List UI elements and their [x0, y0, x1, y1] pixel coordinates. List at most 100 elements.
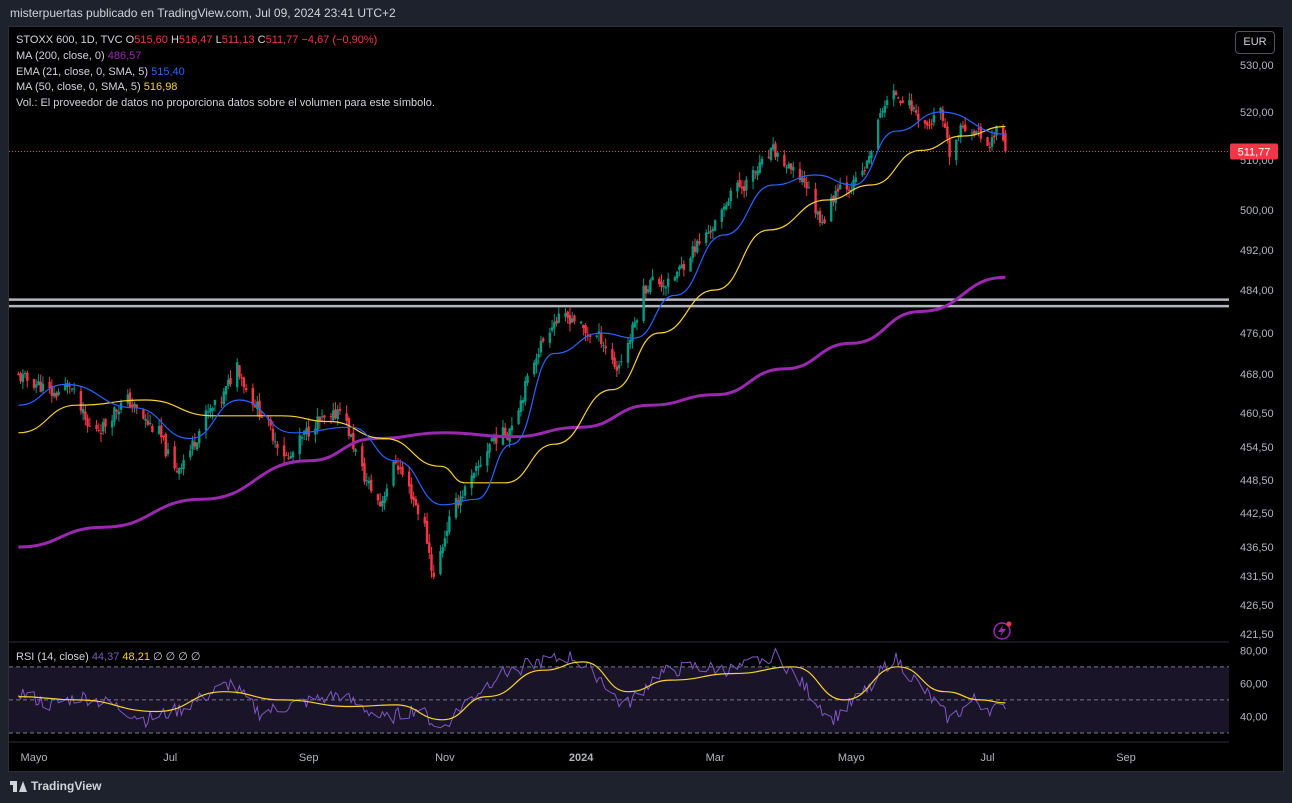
- time-tick-label: 2024: [569, 752, 594, 764]
- candle-body: [305, 428, 308, 434]
- candle-body: [698, 241, 701, 244]
- candle-body: [126, 394, 129, 404]
- candle-body: [48, 381, 51, 389]
- candle-body: [97, 429, 100, 431]
- candle-body: [727, 201, 730, 206]
- candle-body: [555, 320, 558, 324]
- candle-body: [776, 152, 779, 157]
- candle-body: [32, 379, 36, 388]
- candle-body: [381, 500, 384, 507]
- candle-body: [135, 404, 138, 408]
- candle-body: [579, 321, 583, 324]
- last-price-badge: [1230, 143, 1278, 160]
- candle-body: [151, 425, 154, 432]
- price-tick-label: 500,00: [1240, 205, 1274, 217]
- symbol-label: STOXX 600, 1D, TVC: [16, 34, 123, 46]
- candle-body: [378, 501, 382, 507]
- candle-body: [662, 285, 665, 288]
- candle-body: [783, 154, 786, 167]
- candle-body: [626, 342, 630, 363]
- candle-body: [881, 110, 884, 113]
- candle-body: [789, 163, 793, 170]
- candle-body: [946, 126, 949, 139]
- candle-body: [173, 446, 176, 469]
- high-value: 516,47: [178, 34, 213, 46]
- candle-body: [193, 442, 196, 447]
- candle-body: [189, 450, 192, 458]
- candle-body: [526, 375, 529, 383]
- candle-body: [586, 334, 590, 336]
- candle-body: [914, 110, 918, 113]
- candle-body: [102, 422, 105, 432]
- candle-body: [133, 403, 136, 407]
- candle-body: [383, 496, 386, 504]
- candle-body: [50, 385, 54, 396]
- ma200-row[interactable]: MA (200, close, 0) 486,57: [16, 49, 435, 65]
- candle-body: [17, 374, 20, 376]
- candle-body: [939, 107, 942, 113]
- open-value: 515,60: [134, 34, 168, 46]
- candle-body: [885, 100, 889, 106]
- candle-body: [486, 451, 489, 466]
- candle-body: [253, 404, 257, 408]
- candle-body: [269, 419, 272, 426]
- candle-body: [675, 271, 679, 279]
- candle-body: [26, 372, 29, 381]
- candle-body: [769, 147, 773, 161]
- candle-body: [863, 169, 866, 171]
- candle-body: [635, 320, 639, 323]
- candle-body: [289, 455, 293, 459]
- candle-body: [756, 170, 759, 176]
- candle-body: [785, 167, 788, 169]
- candle-body: [298, 435, 301, 455]
- lightning-icon-ring: [993, 622, 1011, 640]
- ema21-value: 515,40: [151, 65, 185, 78]
- low-label: L: [215, 34, 222, 46]
- candle-body: [541, 338, 545, 342]
- candle-body: [117, 411, 121, 415]
- symbol-row[interactable]: STOXX 600, 1D, TVC O515,60 H516,47 L511,…: [16, 33, 435, 49]
- candle-body: [470, 475, 473, 489]
- candle-body: [658, 278, 661, 285]
- rsi-pane-group: 80,00 60,00 40,00: [9, 645, 1268, 734]
- ema21-row[interactable]: EMA (21, close, 0, SMA, 5) 515,40: [16, 65, 435, 81]
- candle-body: [948, 138, 951, 158]
- candle-body: [798, 168, 802, 181]
- candle-body: [633, 321, 636, 328]
- candle-body: [696, 240, 699, 253]
- candle-body: [568, 315, 572, 324]
- candle-body: [644, 285, 648, 294]
- candle-body: [276, 443, 279, 448]
- candle-body: [463, 486, 467, 496]
- candle-body: [745, 179, 748, 191]
- candle-body: [642, 285, 645, 322]
- candle-body: [236, 362, 239, 388]
- ma200-value: 486,57: [107, 49, 142, 62]
- candle-body: [70, 388, 74, 390]
- ma50-row[interactable]: MA (50, close, 0, SMA, 5) 516,98: [16, 80, 435, 96]
- candle-body: [899, 101, 902, 104]
- candle-body: [251, 387, 255, 406]
- candle-body: [751, 169, 755, 182]
- candle-body: [222, 391, 226, 405]
- candle-body: [800, 177, 804, 183]
- candle-body: [928, 124, 931, 126]
- price-tick-label: 520,00: [1240, 107, 1274, 119]
- volume-row[interactable]: Vol.: El proveedor de datos no proporcio…: [16, 96, 435, 112]
- candle-body: [39, 381, 42, 392]
- candle-body: [157, 425, 161, 434]
- candle-body: [970, 132, 974, 134]
- rsi-ma-value: 48,21: [122, 651, 150, 663]
- candle-body: [629, 339, 632, 345]
- candle-body: [37, 381, 40, 386]
- candle-body: [227, 379, 230, 386]
- currency-button[interactable]: EUR: [1235, 31, 1275, 54]
- candle-body: [892, 90, 895, 100]
- rsi-legend[interactable]: RSI (14, close) 44,37 48,21 ∅ ∅ ∅ ∅: [16, 650, 201, 663]
- candle-body: [876, 119, 880, 150]
- tradingview-logo-icon: [10, 780, 27, 792]
- candle-body: [131, 404, 134, 407]
- candle-body: [707, 232, 710, 234]
- candle-body: [600, 333, 603, 345]
